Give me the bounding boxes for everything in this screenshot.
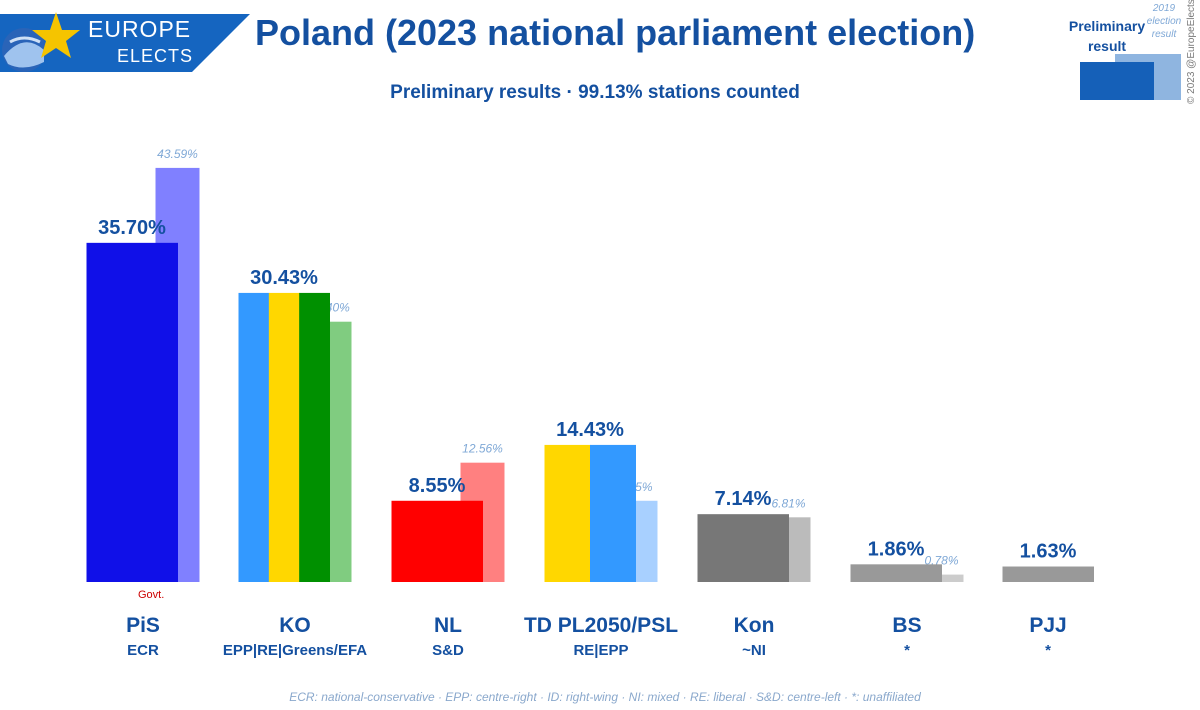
value-label-2023-pjj: 1.63%: [1020, 541, 1077, 563]
group-label-pjj: *: [1045, 642, 1051, 659]
legend-current-swatch: [1080, 62, 1154, 100]
bar-2023-pjj: [1002, 566, 1094, 582]
logo-text-elects: ELECTS: [117, 46, 194, 66]
bar-2023-td-pl2050-psl-part-2: [590, 444, 636, 582]
logo-text-europe: EUROPE: [88, 16, 192, 42]
bar-2023-nl: [391, 500, 483, 582]
value-label-2023-pis: 35.70%: [98, 217, 166, 239]
category-label-bs: BS: [892, 614, 922, 637]
chart-subtitle: Preliminary results · 99.13% stations co…: [390, 82, 800, 103]
category-label-kon: Kon: [733, 614, 775, 637]
group-label-bs: *: [904, 642, 910, 659]
value-label-2023-ko: 30.43%: [250, 267, 318, 289]
legend-current-label: Preliminary result: [1068, 18, 1146, 54]
bar-2023-bs: [850, 564, 942, 582]
value-label-2023-td-pl2050-psl: 14.43%: [556, 419, 624, 441]
category-label-ko: KO: [279, 614, 311, 637]
footnote: ECR: national-conservative · EPP: centre…: [289, 690, 921, 704]
value-label-2019-pis: 43.59%: [157, 147, 198, 161]
chart-title: Poland (2023 national parliament electio…: [255, 12, 976, 53]
value-label-2023-nl: 8.55%: [409, 475, 466, 497]
group-label-ko: EPP|RE|Greens/EFA: [222, 642, 368, 659]
bar-2023-ko-part-2: [268, 292, 300, 582]
value-label-2023-bs: 1.86%: [868, 538, 925, 560]
bar-2023-td-pl2050-psl-part-1: [544, 444, 591, 582]
category-label-pis: PiS: [126, 614, 160, 637]
group-label-nl: S&D: [432, 642, 464, 659]
category-label-nl: NL: [434, 614, 462, 637]
europe-elects-logo-icon: [2, 12, 80, 72]
bar-2023-ko-part-3: [299, 292, 330, 582]
value-label-2019-nl: 12.56%: [462, 442, 503, 456]
value-label-2023-kon: 7.14%: [715, 488, 772, 510]
group-label-kon: ~NI: [742, 642, 766, 659]
legend-previous-label: 2019 election result: [1146, 3, 1182, 40]
bar-2023-ko-part-1: [238, 292, 270, 582]
group-label-pis: ECR: [127, 642, 159, 659]
group-label-td-pl2050-psl: RE|EPP: [573, 642, 629, 659]
bar-2023-kon: [697, 514, 789, 582]
value-label-2019-kon: 6.81%: [771, 496, 805, 510]
bar-2023-pis: [86, 242, 178, 582]
value-label-2019-bs: 0.78%: [924, 554, 958, 568]
category-label-td-pl2050-psl: TD PL2050/PSL: [523, 614, 679, 637]
govt-label: Govt.: [138, 589, 165, 601]
category-label-pjj: PJJ: [1029, 614, 1067, 637]
